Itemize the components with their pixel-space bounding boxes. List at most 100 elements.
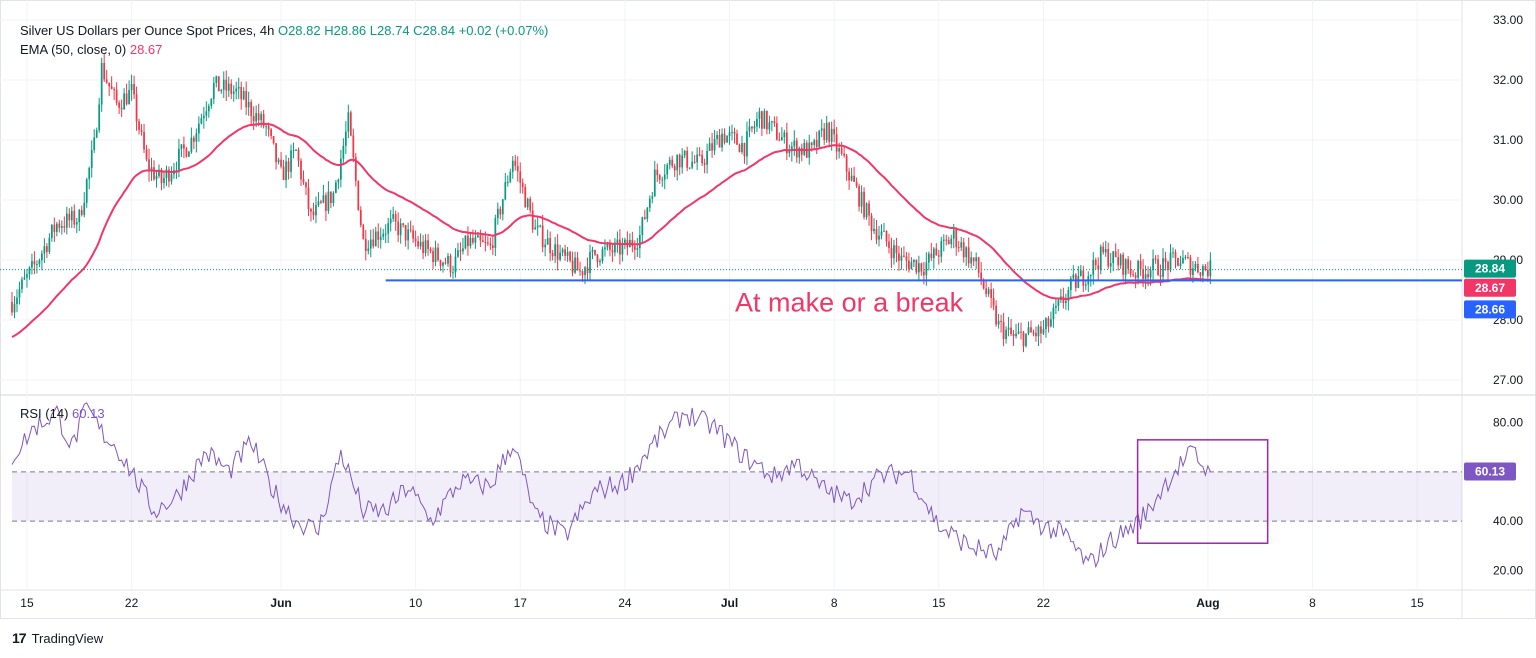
candle <box>429 247 432 254</box>
candle <box>569 250 571 263</box>
candle <box>604 239 606 257</box>
candle-body <box>349 112 352 136</box>
candle-body <box>135 94 138 122</box>
candle <box>245 81 248 115</box>
candle-body <box>927 253 930 263</box>
candle <box>688 167 691 170</box>
candle-body <box>73 210 76 225</box>
candle-body <box>447 255 449 264</box>
candle <box>1154 255 1157 264</box>
candle-body <box>601 249 604 261</box>
candle-body <box>85 179 88 203</box>
candle <box>1169 244 1172 273</box>
candle-body <box>504 182 507 200</box>
candle <box>818 130 821 149</box>
candle-body <box>501 199 504 215</box>
candle <box>317 192 320 208</box>
candle <box>125 83 128 106</box>
candle <box>454 248 457 278</box>
candle-body <box>347 112 350 132</box>
candle <box>88 166 91 190</box>
candle-body <box>464 235 467 249</box>
candle <box>225 70 228 102</box>
candle <box>930 242 933 261</box>
candle <box>895 237 898 263</box>
candle <box>1077 265 1080 289</box>
candle <box>845 153 848 181</box>
candle <box>531 202 534 233</box>
candle <box>452 265 454 279</box>
candle <box>496 202 499 225</box>
time-tick-label: Aug <box>1196 596 1219 610</box>
candle <box>828 121 831 147</box>
candle <box>21 276 23 294</box>
candle <box>459 242 462 262</box>
candle <box>691 151 694 170</box>
candle-body <box>1144 274 1147 279</box>
candle-body <box>432 251 434 263</box>
candle <box>1022 330 1025 353</box>
candle <box>1194 261 1197 272</box>
candle <box>63 216 66 233</box>
candle <box>708 137 711 152</box>
candle-body <box>609 243 611 251</box>
candle-body <box>599 260 601 263</box>
footer-brand[interactable]: 17 TradingView <box>12 630 103 646</box>
candle-body <box>536 225 539 228</box>
last-price-tag: 28.84 <box>1464 259 1516 278</box>
candle <box>554 237 556 263</box>
candle <box>995 300 997 327</box>
candle <box>631 231 634 253</box>
candle-body <box>163 178 165 184</box>
candle <box>1189 254 1192 278</box>
rsi-tick-label: 20.00 <box>1493 563 1523 577</box>
candle-body <box>579 270 581 272</box>
candle-body <box>277 159 280 163</box>
candle <box>950 234 953 249</box>
candle-body <box>838 148 841 152</box>
candle-body <box>1152 258 1154 271</box>
candle <box>619 229 621 265</box>
candle-body <box>1045 318 1047 330</box>
candle-body <box>41 253 43 261</box>
candle <box>962 237 965 263</box>
time-tick-label: Jun <box>270 596 291 610</box>
candle-body <box>454 256 457 273</box>
candle-body <box>514 160 517 166</box>
candle-body <box>175 169 178 171</box>
candle <box>501 198 504 221</box>
candle-body <box>893 245 895 259</box>
candle <box>890 237 893 268</box>
candle <box>379 227 382 249</box>
candle <box>683 150 686 159</box>
candle-body <box>683 150 686 156</box>
candle-body <box>1167 261 1169 271</box>
candle <box>1040 321 1042 344</box>
candle-body <box>970 257 973 264</box>
candle <box>36 260 38 274</box>
candle <box>1074 273 1077 292</box>
candle <box>636 237 639 257</box>
candle <box>534 219 537 230</box>
candle <box>860 185 863 214</box>
candle <box>120 99 123 117</box>
candle <box>621 237 624 262</box>
candle <box>48 233 51 255</box>
candle <box>918 255 920 282</box>
candle-body <box>624 239 626 245</box>
candle-body <box>210 98 213 106</box>
candle <box>185 146 188 158</box>
candle-body <box>110 86 113 90</box>
candle-body <box>200 118 203 124</box>
candle-body <box>1077 275 1080 288</box>
candle-body <box>382 233 385 237</box>
price-tick-label: 30.00 <box>1493 193 1523 207</box>
candle <box>33 251 36 275</box>
candle <box>1177 257 1179 267</box>
candle <box>823 123 826 145</box>
candle <box>135 86 138 131</box>
candle <box>1114 243 1117 258</box>
candle <box>290 144 292 179</box>
candle-body <box>945 239 948 241</box>
candle <box>1112 250 1115 272</box>
